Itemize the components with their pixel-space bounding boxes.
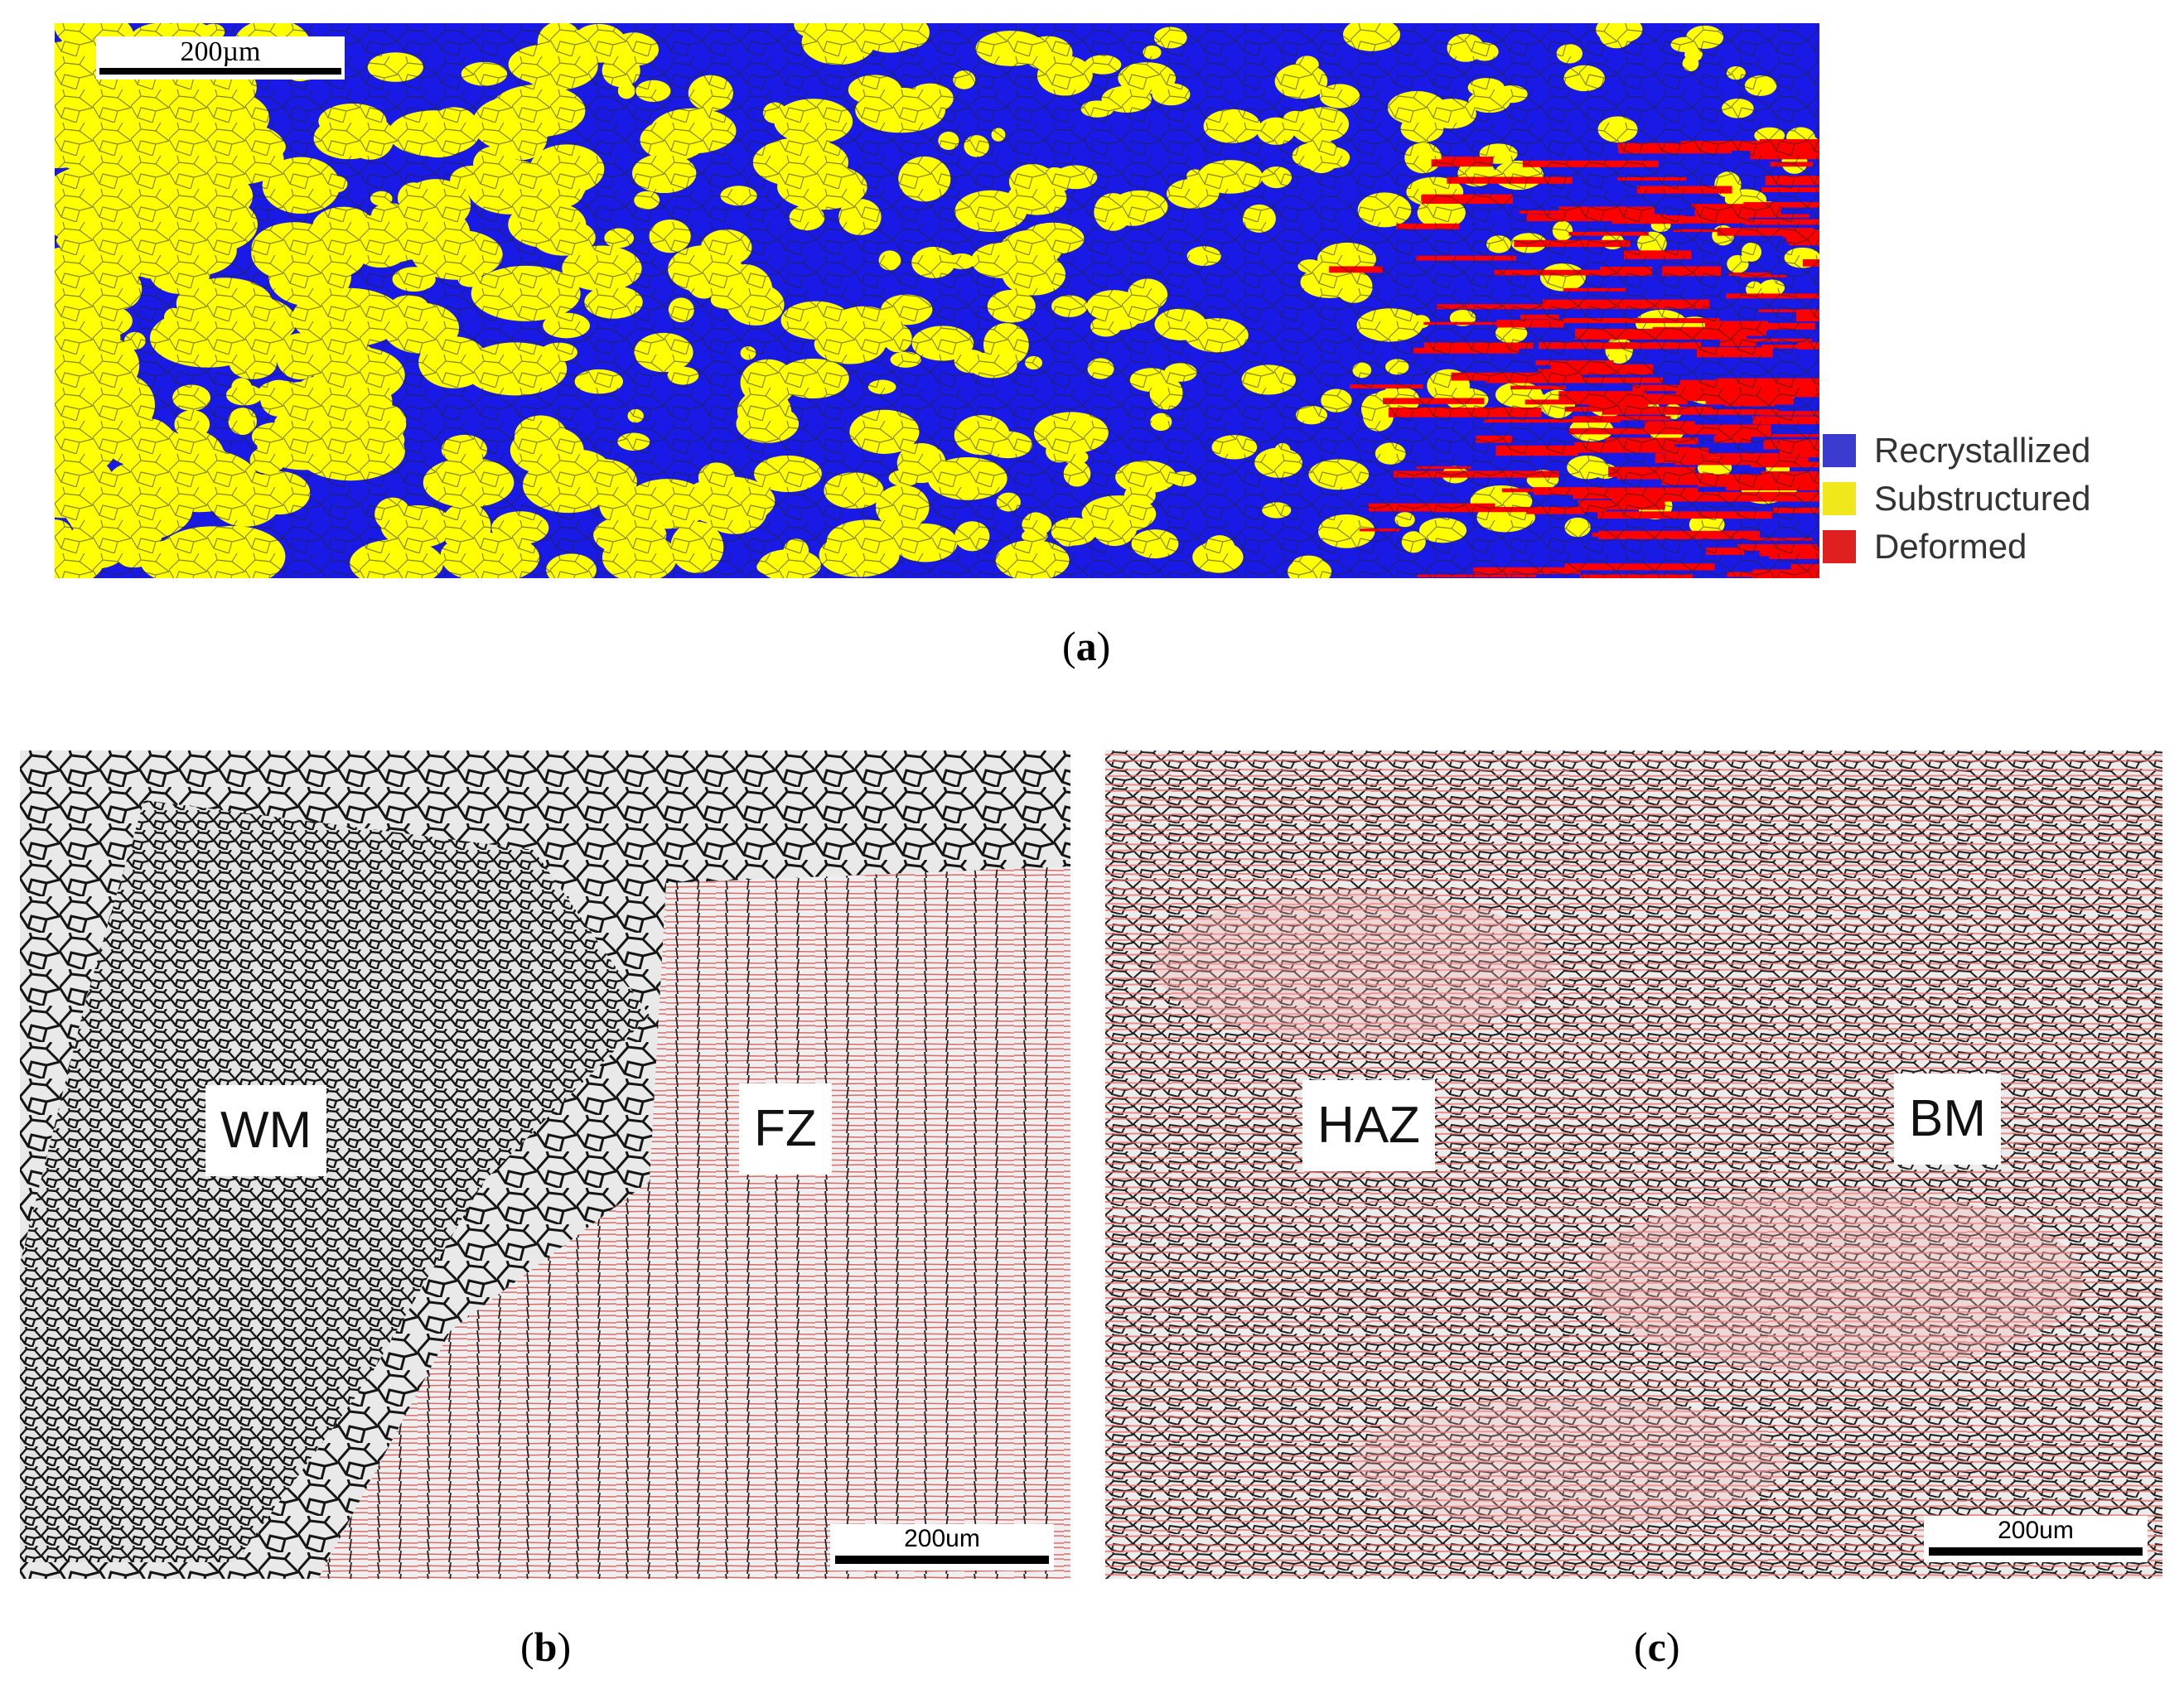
legend-label: Substructured xyxy=(1874,479,2091,518)
zone-label-bm: BM xyxy=(1894,1074,2001,1165)
zone-label-wm: WM xyxy=(205,1085,327,1176)
micrograph-image xyxy=(1105,750,2162,1579)
caption-a: (a) xyxy=(1062,623,1110,669)
caption-paren: ( xyxy=(1062,623,1076,669)
caption-paren: ( xyxy=(520,1624,534,1670)
legend-label: Deformed xyxy=(1874,527,2027,566)
zone-label-fz: FZ xyxy=(739,1083,832,1175)
legend-label: Recrystallized xyxy=(1874,431,2091,470)
scale-bar-line xyxy=(99,68,341,75)
scale-bar: 200µm xyxy=(96,36,345,80)
scale-bar-label: 200um xyxy=(1998,1517,2074,1544)
zone-label-haz: HAZ xyxy=(1302,1080,1435,1171)
micrograph-image xyxy=(20,750,1070,1579)
scale-bar-label: 200µm xyxy=(180,36,261,67)
scale-bar: 200um xyxy=(1924,1516,2148,1562)
legend-swatch xyxy=(1823,434,1856,467)
caption-paren: ( xyxy=(1634,1624,1648,1670)
scale-bar-line xyxy=(835,1556,1049,1564)
legend-swatch xyxy=(1823,482,1856,515)
caption-letter: a xyxy=(1075,623,1097,669)
caption-b: (b) xyxy=(520,1624,571,1670)
caption-letter: b xyxy=(534,1624,558,1670)
legend-swatch xyxy=(1823,530,1856,563)
caption-paren: ) xyxy=(557,1624,572,1670)
scale-bar: 200um xyxy=(830,1524,1054,1571)
grain-map-image xyxy=(55,23,1819,578)
caption-paren: ) xyxy=(1096,623,1111,669)
scale-bar-line xyxy=(1929,1547,2143,1556)
caption-c: (c) xyxy=(1634,1624,1680,1670)
micrograph-wm-fz: WM FZ 200um xyxy=(20,750,1070,1579)
caption-paren: ) xyxy=(1665,1624,1680,1670)
recrystallization-map: 200µm xyxy=(55,23,1819,578)
micrograph-haz-bm: HAZ BM 200um xyxy=(1105,750,2162,1579)
scale-bar-label: 200um xyxy=(904,1525,980,1552)
caption-letter: c xyxy=(1647,1624,1666,1670)
